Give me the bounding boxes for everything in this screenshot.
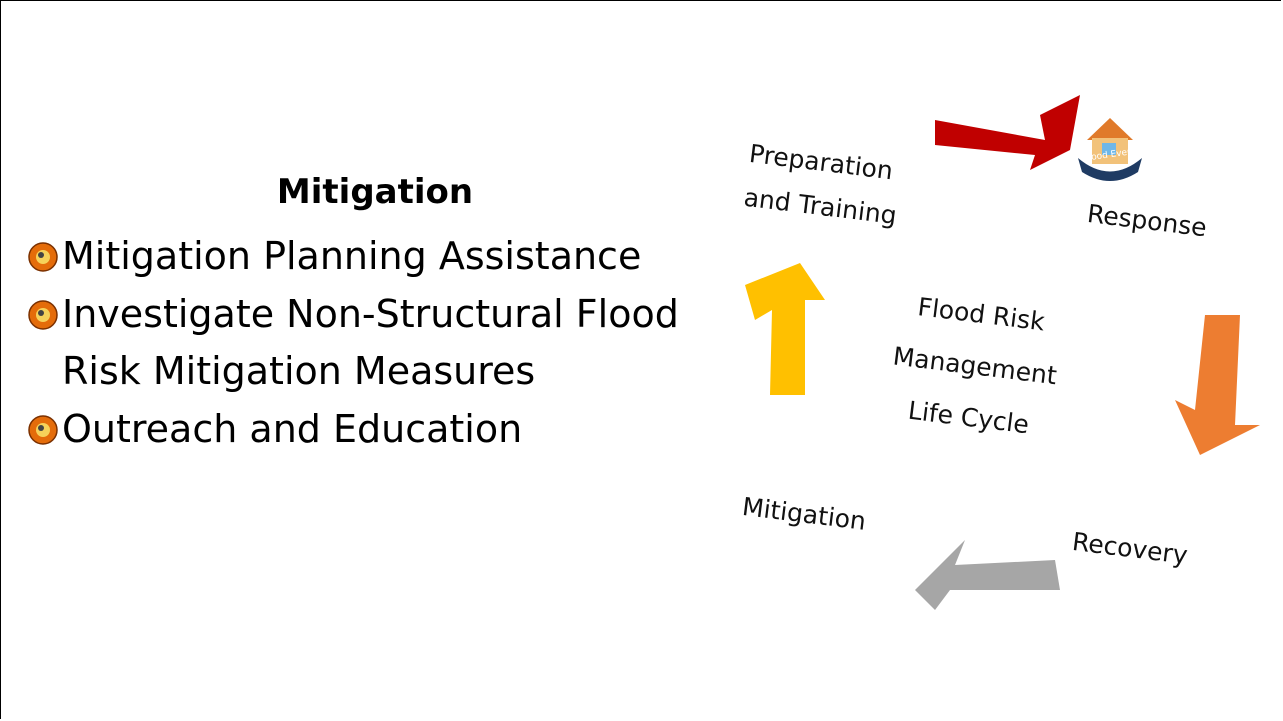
arrow-gray <box>915 540 1060 610</box>
arrow-red <box>935 95 1080 170</box>
slide: Mitigation Mitigation Planning Assistanc… <box>0 0 1283 721</box>
arrow-yellow <box>745 263 825 395</box>
arrow-orange <box>1175 315 1260 455</box>
cycle-arrows <box>0 0 1283 721</box>
